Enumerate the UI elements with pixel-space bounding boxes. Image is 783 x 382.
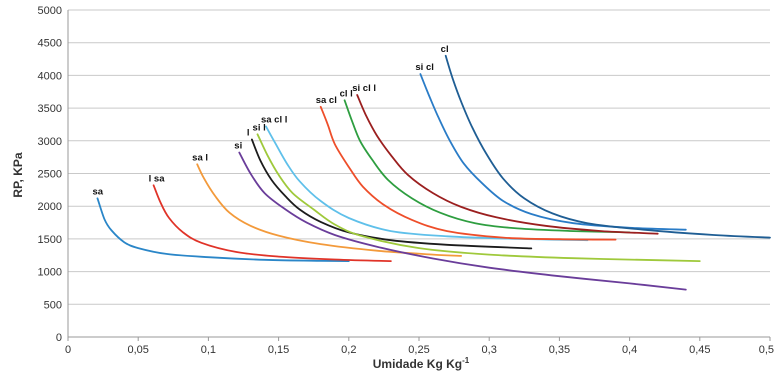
x-tick-label: 0,4 — [622, 344, 637, 356]
x-tick-label: 0,3 — [482, 344, 497, 356]
series-line-2 — [196, 163, 462, 257]
y-tick-label: 1000 — [38, 267, 62, 279]
y-tick-label: 500 — [44, 299, 62, 311]
y-tick-label: 2500 — [38, 169, 62, 181]
series-label-7: sa cl — [316, 95, 337, 106]
x-axis-title-main: Umidade Kg Kg — [373, 357, 462, 371]
series-line-9 — [356, 94, 659, 235]
series-line-3 — [238, 151, 687, 291]
x-tick-label: 0,5 — [759, 344, 774, 356]
series-lines — [96, 54, 771, 291]
x-tick-label: 0,45 — [689, 344, 710, 356]
series-line-5 — [256, 133, 701, 262]
series-label-1: l sa — [149, 173, 166, 184]
series-label-8: cl l — [340, 88, 353, 99]
series-label-4: l — [247, 127, 250, 138]
series-label-3: si — [234, 141, 242, 152]
y-tick-labels: 0 500 1000 1500 2000 2500 3000 3500 4000 4500 5000 — [38, 5, 62, 344]
series-label-10: si cl — [415, 62, 434, 73]
y-tick-label: 3000 — [38, 136, 62, 148]
x-tick-label: 0,1 — [201, 344, 216, 356]
x-tick-label: 0,15 — [268, 344, 289, 356]
x-tick-label: 0 — [65, 344, 71, 356]
x-tick-label: 0,2 — [341, 344, 356, 356]
series-line-7 — [319, 105, 617, 241]
y-tick-label: 4000 — [38, 70, 62, 82]
x-tick-label: 0,25 — [408, 344, 429, 356]
series-label-11: cl — [441, 44, 449, 55]
series-line-1 — [152, 184, 392, 262]
y-tick-label: 2000 — [38, 201, 62, 213]
series-label-2: sa l — [192, 152, 208, 163]
y-tick-label: 0 — [56, 332, 62, 344]
series-label-5: si l — [253, 122, 266, 133]
series-line-8 — [343, 99, 631, 234]
y-tick-label: 4500 — [38, 38, 62, 50]
x-tick-labels: 0 0,05 0,1 0,15 0,2 0,25 0,3 0,35 0,4 0,45 0,5 — [65, 337, 774, 356]
y-tick-label: 1500 — [38, 234, 62, 246]
gridlines — [68, 9, 770, 305]
x-axis-title: Umidade Kg Kg-1 — [373, 356, 470, 371]
x-tick-label: 0,35 — [549, 344, 570, 356]
series-line-4 — [251, 138, 533, 250]
y-axis-title: RP, KPa — [11, 152, 25, 197]
y-tick-label: 3500 — [38, 103, 62, 115]
y-tick-label: 5000 — [38, 5, 62, 17]
series-line-11 — [444, 54, 771, 239]
series-label-6: sa cl l — [261, 114, 287, 125]
series-line-6 — [265, 125, 589, 242]
x-axis-title-exponent: -1 — [462, 356, 470, 365]
series-line-0 — [96, 197, 350, 262]
series-line-10 — [419, 73, 687, 231]
series-label-9: si cl l — [352, 83, 376, 94]
x-tick-label: 0,05 — [127, 344, 148, 356]
series-label-0: sa — [92, 186, 103, 197]
